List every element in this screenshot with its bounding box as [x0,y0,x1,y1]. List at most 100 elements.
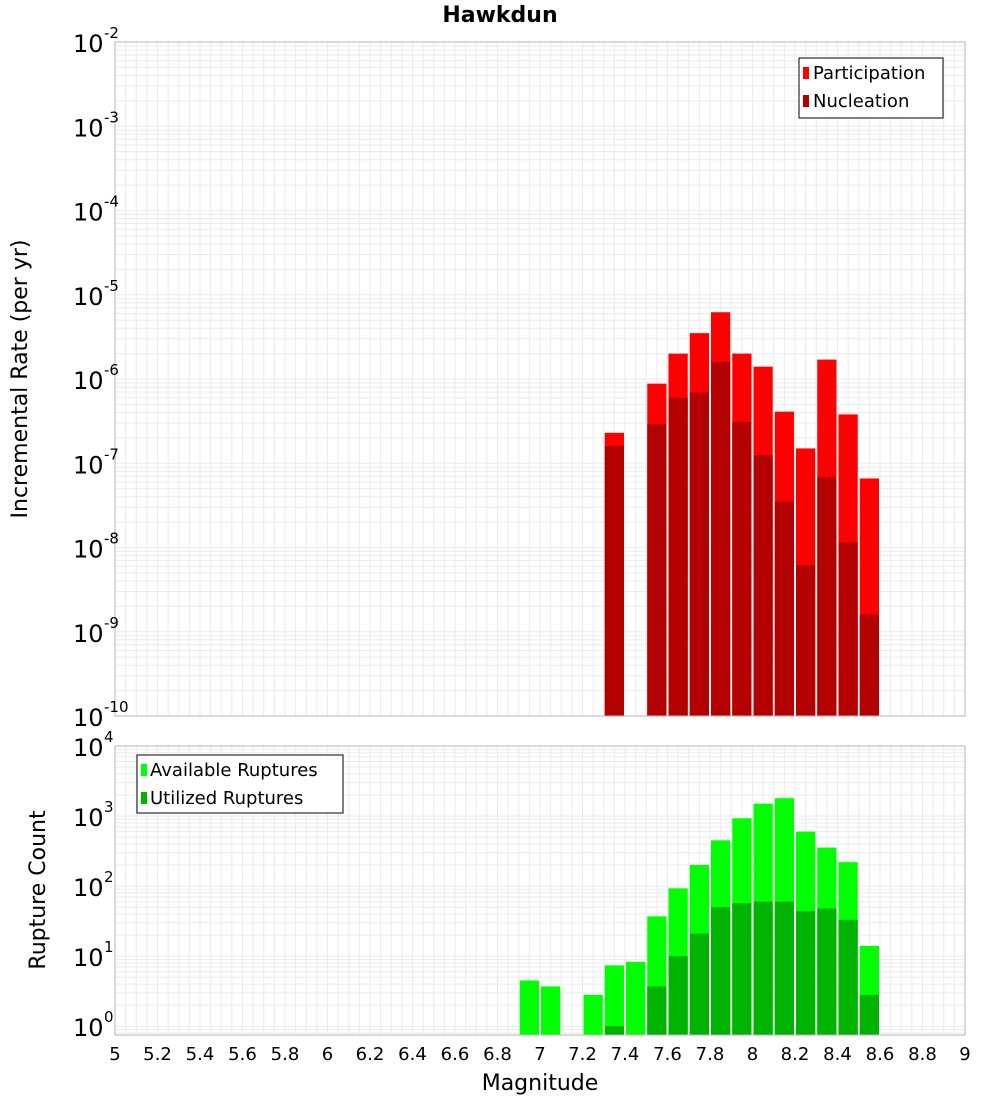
x-tick-label: 6.4 [398,1044,427,1065]
x-tick-label: 7.8 [696,1044,725,1065]
bar-available-ruptures [604,965,624,1035]
x-tick-label: 7.2 [568,1044,597,1065]
y-tick-exponent: -8 [104,530,119,548]
bar-available-ruptures [626,961,646,1035]
bar-utilized-ruptures [774,901,794,1035]
x-tick-label: 5.2 [143,1044,172,1065]
count-bars [519,798,879,1035]
y-tick-label: 10 [73,451,104,479]
x-tick-label: 6.6 [441,1044,470,1065]
count-legend: Available Ruptures Utilized Ruptures [136,754,344,814]
bar-available-ruptures [583,994,603,1035]
count-y-axis-label: Rupture Count [26,810,51,970]
bar-utilized-ruptures [817,908,837,1035]
y-tick-label: 10 [73,199,104,227]
legend-swatch-available [141,764,147,776]
y-tick-label: 10 [73,704,104,732]
x-tick-label: 7.4 [611,1044,640,1065]
bar-nucleation [668,397,688,716]
y-tick-exponent: -10 [104,698,129,716]
rate-gridlines [114,42,966,717]
x-tick-label: 6 [322,1044,333,1065]
x-axis-ticks: 5 5.2 5.4 5.6 5.8 6 6.2 6.4 6.6 6.8 7 7.2 7.4 7.6 7.8 8… [109,1044,970,1065]
x-tick-label: 8.4 [823,1044,852,1065]
y-tick-label: 10 [73,1014,104,1042]
y-tick-exponent: 1 [104,938,114,956]
y-tick-label: 10 [73,804,104,832]
bar-utilized-ruptures [838,919,858,1035]
bar-nucleation [689,392,709,716]
y-tick-exponent: 0 [104,1008,114,1026]
bar-nucleation [774,501,794,716]
bar-nucleation [859,614,879,716]
count-legend-box [136,754,344,814]
y-tick-exponent: 4 [104,728,114,746]
bar-utilized-ruptures [711,907,731,1035]
rate-y-axis-label: Incremental Rate (per yr) [8,240,33,519]
x-tick-label: 7 [534,1044,545,1065]
y-tick-label: 10 [73,944,104,972]
legend-swatch-nucleation [803,95,809,107]
rate-legend-box [798,57,944,119]
y-tick-label: 10 [73,620,104,648]
legend-label-nucleation: Nucleation [813,91,909,112]
rate-bars [604,312,879,716]
bar-nucleation [647,424,667,716]
x-tick-label: 6.8 [483,1044,512,1065]
y-tick-exponent: -5 [104,277,119,295]
y-tick-exponent: -2 [104,24,119,42]
y-tick-label: 10 [73,114,104,142]
chart-title: Hawkdun [442,3,557,28]
count-plot-frame [114,745,966,1036]
legend-swatch-utilized [141,792,147,804]
y-tick-label: 10 [73,874,104,902]
legend-swatch-participation [803,67,809,79]
x-tick-label: 7.6 [653,1044,682,1065]
y-tick-exponent: -3 [104,108,119,126]
legend-label-utilized: Utilized Ruptures [150,788,303,809]
y-tick-exponent: -4 [104,193,119,211]
bar-nucleation [753,455,773,716]
y-tick-label: 10 [73,536,104,564]
x-tick-label: 8.2 [781,1044,810,1065]
x-tick-label: 5.8 [271,1044,300,1065]
bar-nucleation [711,361,731,716]
bar-nucleation [796,564,816,716]
bar-nucleation [732,421,752,716]
x-tick-label: 5.6 [228,1044,257,1065]
bar-utilized-ruptures [647,986,667,1035]
bar-utilized-ruptures [604,1026,624,1035]
x-axis-label: Magnitude [482,1071,599,1096]
bar-utilized-ruptures [732,903,752,1035]
y-tick-label: 10 [73,283,104,311]
y-tick-label: 10 [73,734,104,762]
y-tick-exponent: -9 [104,614,119,632]
x-tick-label: 9 [959,1044,970,1065]
bar-nucleation [817,477,837,716]
bar-utilized-ruptures [668,956,688,1035]
rate-plot-frame [114,41,966,717]
bar-nucleation [604,446,624,716]
legend-label-participation: Participation [813,63,925,84]
x-tick-label: 5 [109,1044,120,1065]
x-tick-label: 6.2 [356,1044,385,1065]
x-tick-label: 8.6 [866,1044,895,1065]
bar-utilized-ruptures [859,994,879,1035]
bar-available-ruptures [541,986,561,1035]
bar-available-ruptures [519,980,539,1035]
y-tick-exponent: 3 [104,798,114,816]
y-tick-exponent: -7 [104,445,119,463]
y-tick-exponent: -6 [104,361,119,379]
y-tick-label: 10 [73,30,104,58]
y-tick-label: 10 [73,367,104,395]
x-tick-label: 8.8 [908,1044,937,1065]
rate-legend: Participation Nucleation [798,57,944,119]
x-tick-label: 8 [747,1044,758,1065]
y-tick-exponent: 2 [104,868,114,886]
bar-utilized-ruptures [753,901,773,1035]
